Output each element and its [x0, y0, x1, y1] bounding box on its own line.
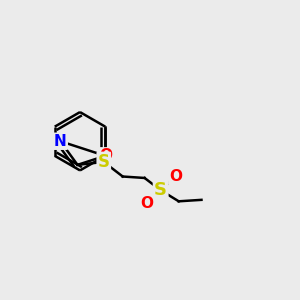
Text: N: N	[54, 134, 67, 149]
Text: O: O	[99, 148, 112, 163]
Text: O: O	[169, 169, 182, 184]
Text: O: O	[140, 196, 153, 211]
Text: S: S	[98, 153, 110, 171]
Text: S: S	[154, 181, 167, 199]
